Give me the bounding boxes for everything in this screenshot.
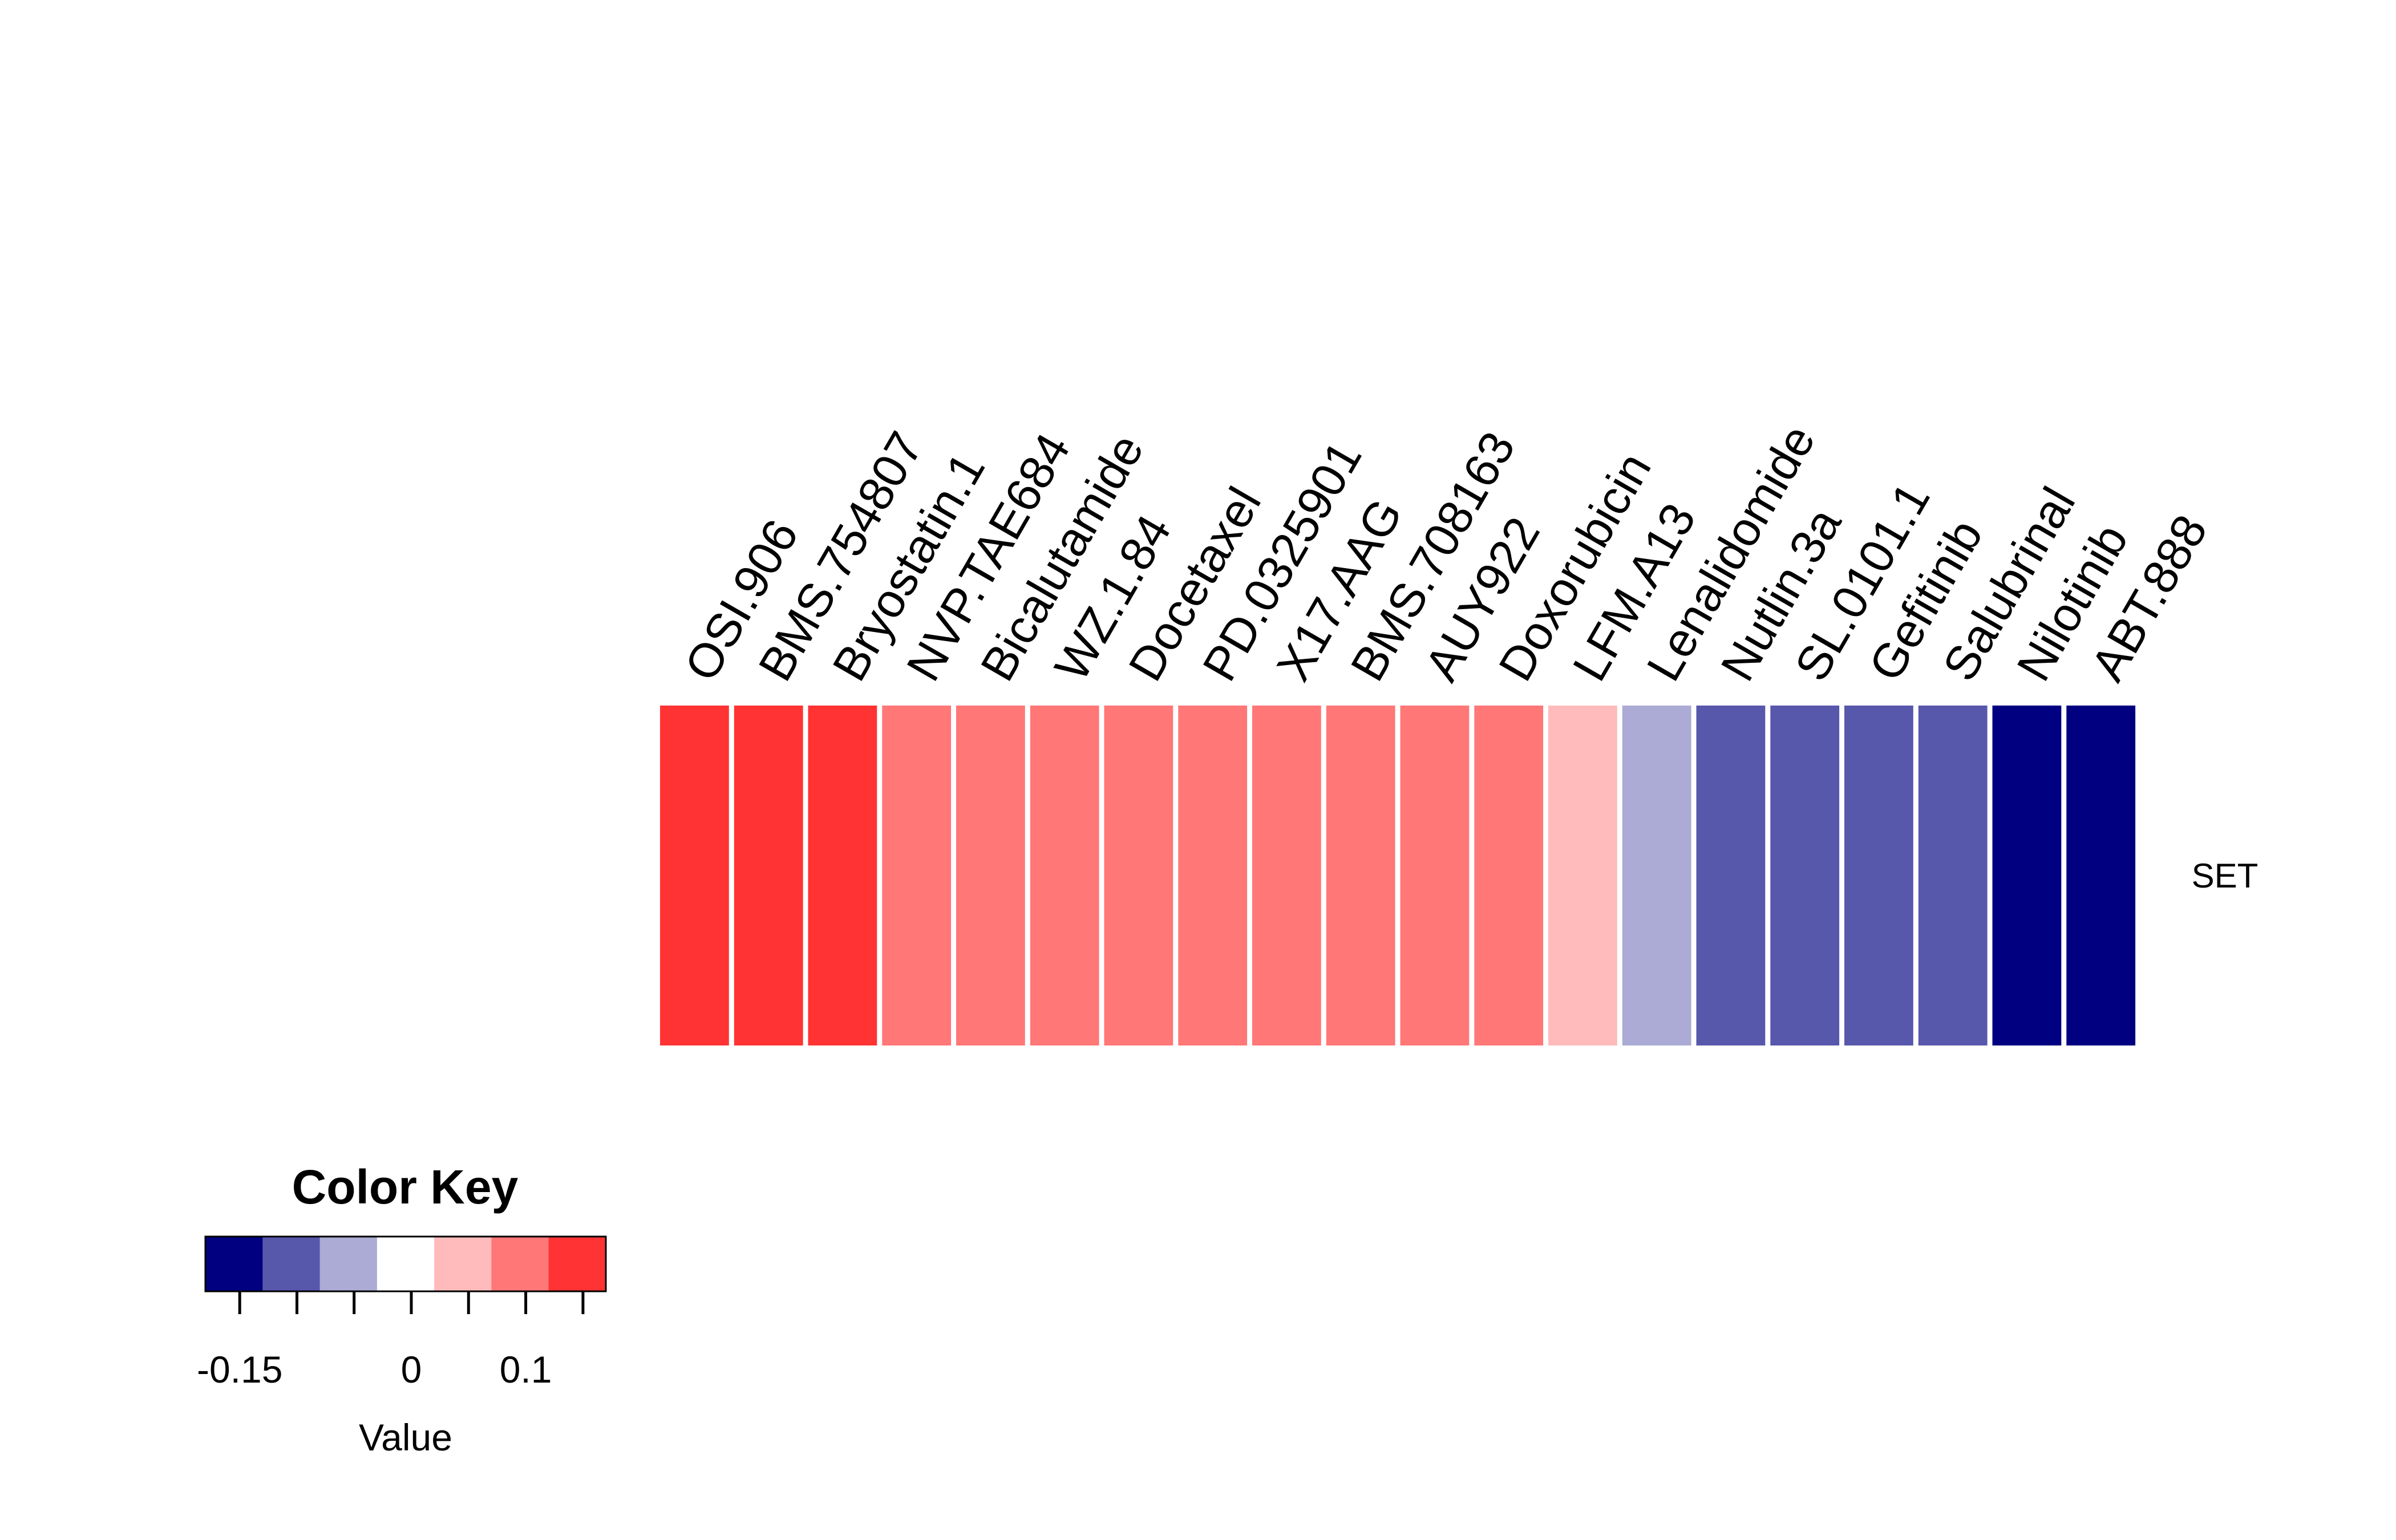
color-key-tick-label: 0.1 [500,1348,552,1391]
heatmap-cell [1474,706,1544,1045]
color-key-swatch [548,1237,606,1291]
heatmap-cell [1252,706,1321,1045]
heatmap-cell [1844,706,1913,1045]
row-label: SET [2192,857,2259,895]
row-labels: SET [2192,857,2259,895]
heatmap-cell [1030,706,1099,1045]
color-key-swatch [491,1237,549,1291]
heatmap-cell [956,706,1025,1045]
color-key-swatch [319,1237,378,1291]
heatmap-cell [734,706,803,1045]
color-key-swatch [262,1237,321,1291]
heatmap-cell [882,706,952,1045]
heatmap-cell [1400,706,1470,1045]
color-key-tick-label: -0.15 [197,1348,282,1391]
heatmap-cell [1696,706,1766,1045]
color-key-tick-label: 0 [401,1348,422,1391]
color-key-axis-label: Value [359,1416,452,1458]
heatmap-cell [1622,706,1691,1045]
heatmap-cell [1326,706,1395,1045]
heatmap-cell [1104,706,1173,1045]
heatmap-cell [1992,706,2062,1045]
heatmap-cell [1548,706,1617,1045]
heatmap-cell [808,706,877,1045]
color-key-title: Color Key [292,1160,519,1214]
heatmap-cell [1770,706,1840,1045]
color-key: Color Key -0.15 0 0.1 Value [197,1160,607,1458]
color-key-border [204,1235,607,1292]
color-key-swatch [377,1237,435,1291]
column-labels: OSI.906BMS.754807Bryostatin.1NVP.TAE684B… [674,416,2217,690]
heatmap-cell [2066,706,2136,1045]
color-key-swatch [434,1237,492,1291]
heatmap-cell [1918,706,1988,1045]
heatmap-cells [660,706,2136,1045]
color-key-bar [205,1237,606,1291]
heatmap-cell [660,706,729,1045]
color-key-ticks: -0.15 0 0.1 [197,1291,585,1391]
color-key-swatch [205,1237,263,1291]
heatmap-cell [1178,706,1248,1045]
